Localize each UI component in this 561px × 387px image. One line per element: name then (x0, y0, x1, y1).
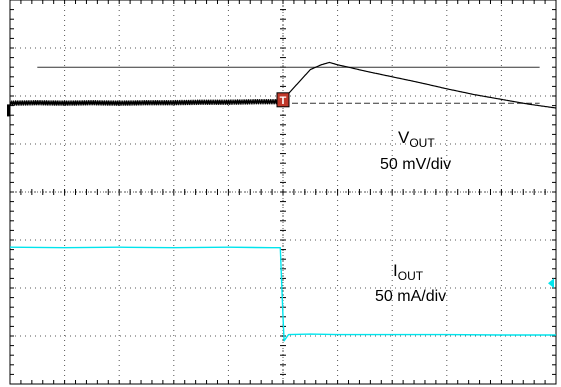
iout-scale-label: 50 mA/div (375, 288, 446, 305)
vout-scale-label: 50 mV/div (380, 156, 451, 173)
iout-label-main: I (393, 261, 398, 280)
trigger-level-marker-box (276, 92, 290, 108)
svg-text:IOUT: IOUT (393, 261, 424, 283)
vout-label-main: V (398, 128, 410, 147)
vout-label-sub: OUT (409, 136, 435, 150)
iout-label: IOUT 50 mA/div (375, 261, 446, 305)
iout-label-sub: OUT (398, 269, 424, 283)
trigger-level-marker: T (280, 95, 287, 107)
marker-layer: T (7, 92, 554, 289)
reference-lines (37, 66, 540, 104)
ch2-level-marker (548, 278, 554, 289)
svg-text:VOUT: VOUT (398, 128, 435, 150)
ch1-ground-marker (7, 104, 10, 117)
graticule (9, 0, 557, 385)
vout-label: VOUT 50 mV/div (380, 128, 451, 173)
trace-iout (9, 246, 556, 342)
